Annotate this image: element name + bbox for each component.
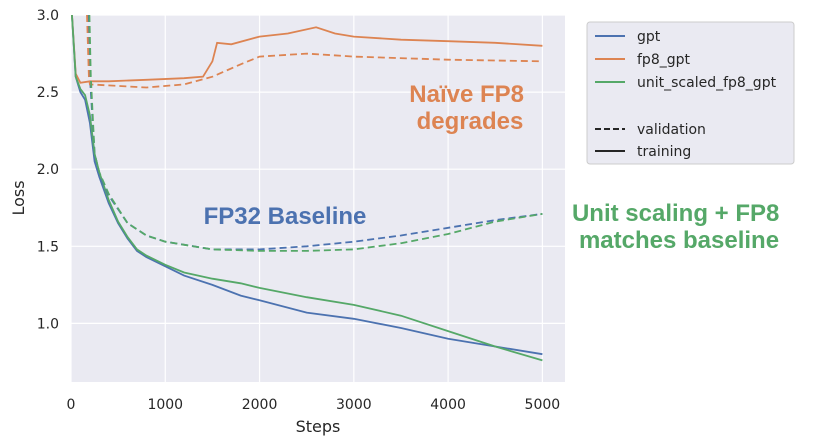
grid [70,14,565,382]
x-tick-label: 0 [67,397,76,413]
annotation-line: FP32 Baseline [204,203,367,230]
x-tick-label: 4000 [430,397,466,413]
legend-label: training [637,144,691,160]
tick-labels: 0 1000 2000 3000 4000 5000 1.0 1.5 2.0 2.5 3.0 [37,8,560,413]
legend-box [586,21,795,165]
series-fp8_gpt-training [71,15,543,84]
x-tick-label: 1000 [147,397,183,413]
series-unit_scaled_fp8_gpt-validation [88,15,543,252]
plot-background [71,15,565,382]
annotation-unit-scaling: Unit scaling + FP8 matches baseline [572,200,786,254]
x-axis-label: Steps [296,417,341,436]
series-unit_scaled_fp8_gpt-training [71,15,543,362]
series-gpt-training [71,15,543,356]
legend-label: unit_scaled_fp8_gpt [637,75,777,91]
y-axis-label: Loss [9,180,28,215]
y-tick-label: 3.0 [37,8,59,24]
annotation-line: matches baseline [579,227,779,254]
annotation-fp32-baseline: FP32 Baseline [204,203,367,230]
annotation-line: Naïve FP8 [409,81,524,108]
series-lines [71,15,543,362]
y-tick-label: 1.5 [37,239,59,255]
annotation-line: Unit scaling + FP8 [572,200,779,227]
legend: gpt fp8_gpt unit_scaled_fp8_gpt validation t… [586,21,795,165]
y-tick-label: 2.0 [37,162,59,178]
x-tick-label: 5000 [525,397,561,413]
y-tick-label: 2.5 [37,85,59,101]
x-tick-label: 3000 [336,397,372,413]
legend-label: fp8_gpt [637,52,690,68]
annotation-line: degrades [417,108,524,135]
legend-label: validation [637,122,706,138]
series-fp8_gpt-validation [86,15,543,89]
x-tick-label: 2000 [242,397,278,413]
legend-label: gpt [637,29,661,45]
annotation-naive-fp8: Naïve FP8 degrades [409,81,530,135]
y-tick-label: 1.0 [37,316,59,332]
